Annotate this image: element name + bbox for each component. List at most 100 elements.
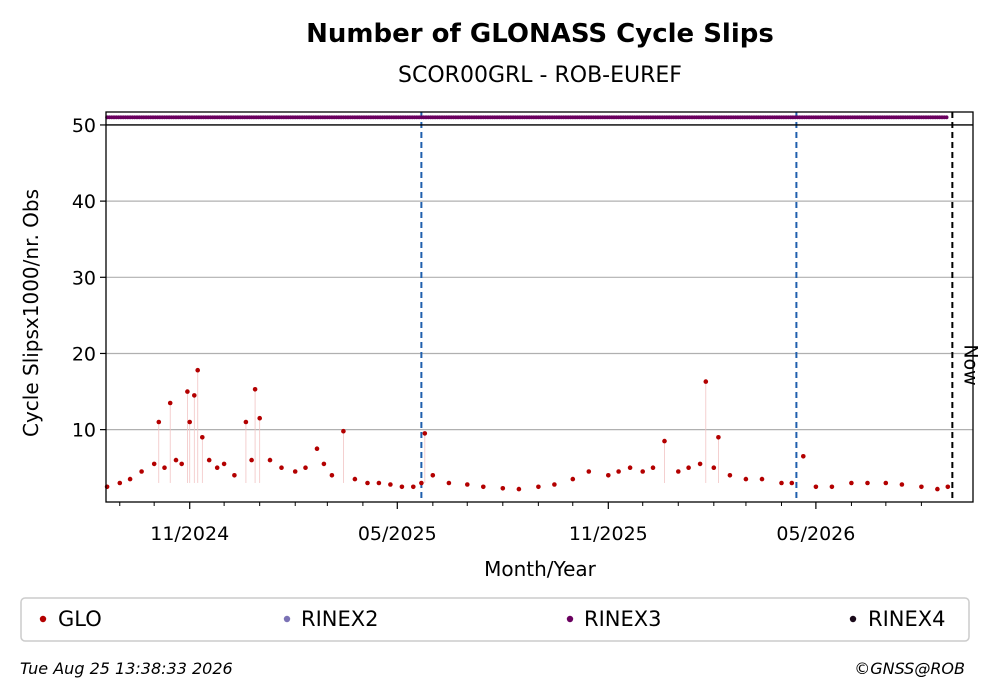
glo-point: [945, 484, 951, 490]
legend-marker-rinex4: [849, 615, 857, 623]
legend-marker-rinex3: [566, 615, 574, 623]
glo-point: [214, 465, 220, 471]
glo-point: [899, 482, 905, 487]
glo-point: [257, 415, 263, 421]
rinex3-point: [944, 115, 949, 120]
glo-point: [139, 469, 144, 474]
glo-point: [411, 484, 416, 490]
glo-point: [173, 457, 179, 463]
rinex3-series: [105, 115, 949, 120]
glo-point: [516, 486, 522, 492]
glo-point: [279, 465, 284, 471]
x-tick-label: 11/2025: [569, 523, 648, 545]
glo-point: [711, 465, 717, 471]
glo-point: [117, 480, 123, 486]
chart-title: Number of GLONASS Cycle Slips: [306, 19, 774, 49]
y-tick-label: 20: [72, 343, 96, 365]
legend-marker-rinex2: [283, 615, 291, 623]
glo-point: [779, 480, 784, 486]
glo-point: [267, 457, 273, 463]
glo-point: [697, 461, 703, 467]
glo-point: [676, 469, 681, 474]
glo-point: [703, 379, 709, 384]
glo-point: [341, 428, 346, 434]
glo-point: [303, 465, 308, 471]
glo-point: [162, 465, 167, 471]
glo-point: [586, 469, 592, 474]
glo-point: [606, 473, 611, 478]
y-tick-label: 50: [72, 115, 96, 137]
glo-point: [200, 435, 205, 440]
glo-point: [314, 446, 320, 452]
x-tick-label: 05/2025: [358, 523, 437, 545]
glo-point: [759, 476, 765, 482]
glo-point: [849, 480, 854, 486]
glo-point: [399, 484, 405, 490]
glo-point: [249, 457, 254, 463]
glo-point: [151, 461, 157, 467]
glo-point: [192, 393, 197, 398]
glo-point: [627, 465, 633, 471]
glo-point: [292, 469, 298, 474]
legend-box: [20, 597, 970, 642]
glo-point: [662, 438, 667, 444]
now-label: Now: [959, 344, 981, 385]
glo-point: [430, 473, 436, 478]
glo-point: [716, 435, 721, 440]
x-axis-label: Month/Year: [484, 557, 597, 581]
glo-point: [919, 484, 924, 490]
glo-point: [179, 461, 184, 467]
glo-point: [243, 419, 249, 425]
glo-point: [252, 387, 258, 392]
footer-credit: ©GNSS@ROB: [854, 659, 965, 678]
vertical-markers: [420, 112, 954, 502]
glo-point: [167, 400, 173, 406]
glo-point: [329, 473, 335, 478]
glo-series: [104, 367, 951, 492]
y-tick-label: 40: [72, 191, 96, 213]
legend-label-glo: GLO: [58, 607, 102, 631]
glo-point: [801, 454, 806, 459]
legend-marker-glo: [39, 615, 47, 623]
glo-point: [446, 480, 452, 486]
plot-frame: [105, 111, 974, 503]
glo-point: [552, 482, 557, 487]
glo-point: [321, 461, 327, 467]
glo-point: [743, 476, 749, 482]
glo-point: [650, 465, 656, 471]
glo-point: [727, 473, 733, 478]
glo-point: [352, 476, 358, 482]
glo-point: [789, 480, 795, 486]
glo-point: [195, 367, 200, 373]
glo-point: [388, 482, 393, 487]
y-axis-ticks: 10 20 30 40 50: [72, 115, 106, 442]
y-axis-label: Cycle Slipsx1000/nr. Obs: [19, 189, 43, 437]
glo-point: [813, 484, 819, 490]
glo-point: [365, 480, 370, 486]
glo-point: [206, 457, 212, 463]
x-tick-label: 05/2026: [776, 523, 855, 545]
y-tick-label: 10: [72, 420, 96, 442]
glo-point: [481, 484, 486, 490]
y-grid: [106, 124, 973, 431]
legend: GLO RINEX2 RINEX3 RINEX4: [20, 597, 970, 642]
glo-point: [686, 465, 691, 471]
glo-point: [221, 461, 227, 467]
glo-point: [640, 469, 645, 474]
x-axis-ticks: 11/2024 05/2025 11/2025 05/2026: [119, 502, 922, 545]
glo-point: [419, 480, 424, 486]
glo-point: [616, 469, 621, 474]
glo-point: [935, 486, 940, 492]
glo-point: [376, 480, 382, 486]
glo-point: [465, 482, 470, 487]
glo-point: [422, 431, 428, 436]
legend-label-rinex2: RINEX2: [301, 607, 379, 631]
glo-point: [865, 480, 870, 486]
glo-point: [883, 480, 889, 486]
glo-point: [829, 484, 835, 490]
footer-timestamp: Tue Aug 25 13:38:33 2026: [20, 659, 233, 678]
y-tick-label: 30: [72, 267, 96, 289]
x-tick-label: 11/2024: [150, 523, 229, 545]
glo-point: [187, 419, 192, 425]
